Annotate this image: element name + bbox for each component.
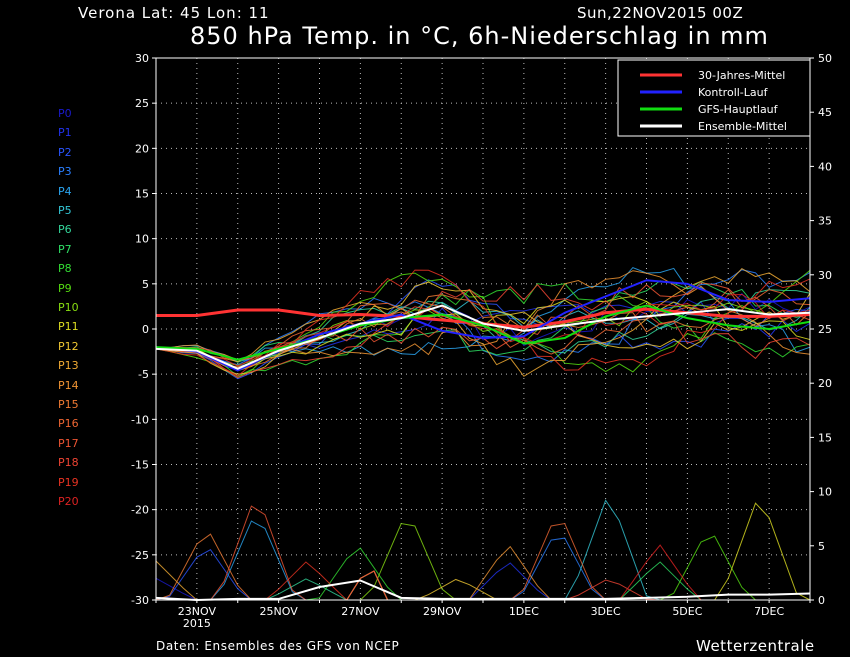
member-label-P16: P16 — [58, 417, 79, 431]
member-line-P15 — [155, 294, 811, 370]
y-right-tick-label: 50 — [818, 52, 832, 65]
chart-title: 850 hPa Temp. in °C, 6h-Niederschlag in … — [190, 22, 769, 50]
x-tick-label: 7DEC — [754, 605, 784, 618]
member-precip-P7 — [156, 561, 810, 601]
x-tick-label: 29NOV — [423, 605, 462, 618]
y-right-tick-label: 20 — [818, 377, 832, 390]
y-left-tick-label: 25 — [135, 97, 149, 110]
legend-label: GFS-Hauptlauf — [698, 103, 779, 116]
member-line-P4 — [155, 267, 811, 363]
location-label: Verona Lat: 45 Lon: 11 — [78, 4, 270, 22]
x-tick-label: 23NOV — [178, 605, 217, 618]
x-tick-label: 5DEC — [672, 605, 702, 618]
y-right-tick-label: 40 — [818, 160, 832, 173]
series-line-gfs-hauptlauf — [155, 304, 811, 361]
y-right-tick-label: 30 — [818, 269, 832, 282]
member-label-P13: P13 — [58, 359, 79, 373]
y-right-tick-label: 45 — [818, 106, 832, 119]
member-label-P10: P10 — [58, 301, 79, 314]
member-label-P15: P15 — [58, 398, 79, 411]
y-left-tick-label: -10 — [131, 413, 149, 426]
axes: 302520151050-5-10-15-20-25-3050454035302… — [131, 52, 832, 630]
member-label-P4: P4 — [58, 184, 72, 198]
member-label-P0: P0 — [58, 107, 72, 120]
member-precip-P15 — [155, 533, 810, 601]
member-label-P5: P5 — [58, 204, 72, 217]
member-precip-P19 — [156, 561, 810, 601]
y-left-tick-label: 15 — [135, 188, 149, 201]
y-right-tick-label: 5 — [818, 540, 825, 553]
member-label-P17: P17 — [58, 436, 79, 450]
data-source-label: Daten: Ensembles des GFS von NCEP — [156, 639, 400, 653]
x-tick-label: 1DEC — [509, 605, 539, 618]
y-left-tick-label: -30 — [131, 594, 149, 607]
member-precip-P3 — [156, 537, 810, 601]
y-right-tick-label: 0 — [818, 594, 825, 607]
y-right-tick-label: 35 — [818, 215, 832, 228]
member-label-P12: P12 — [58, 339, 79, 353]
member-label-P18: P18 — [58, 456, 79, 470]
member-label-P14: P14 — [58, 378, 79, 392]
member-label-P20: P20 — [58, 495, 79, 508]
member-label-P11: P11 — [58, 320, 79, 334]
legend: 30-Jahres-Mittel Kontroll-Lauf GFS-Hauptla… — [617, 59, 811, 137]
member-precip-P5 — [156, 499, 810, 601]
member-label-P8: P8 — [58, 262, 72, 276]
member-label-P2: P2 — [58, 145, 72, 159]
series-line-ensemble-mittel — [155, 304, 811, 370]
y-left-tick-label: -25 — [131, 549, 149, 562]
legend-label: 30-Jahres-Mittel — [698, 69, 785, 82]
member-label-P7: P7 — [58, 242, 72, 256]
legend-label: Kontroll-Lauf — [698, 86, 769, 99]
main-series-lines — [155, 279, 811, 602]
member-label-P6: P6 — [58, 223, 72, 237]
y-right-tick-label: 10 — [818, 486, 832, 499]
y-left-tick-label: 10 — [135, 233, 149, 246]
y-left-tick-label: 5 — [142, 278, 149, 291]
legend-label: Ensemble-Mittel — [698, 120, 787, 133]
member-label-P1: P1 — [58, 126, 72, 140]
y-left-tick-label: -15 — [131, 459, 149, 472]
y-right-tick-label: 25 — [818, 323, 832, 336]
x-tick-label: 25NOV — [260, 605, 299, 618]
x-year-label: 2015 — [183, 617, 211, 630]
x-tick-label: 27NOV — [341, 605, 380, 618]
y-left-tick-label: 0 — [142, 323, 149, 336]
y-left-tick-label: -20 — [131, 504, 149, 517]
series-line-ensemble-mittel-niederschlag — [155, 579, 811, 602]
member-label-P3: P3 — [58, 165, 72, 179]
brand-label: Wetterzentrale — [696, 637, 815, 655]
y-left-tick-label: 20 — [135, 142, 149, 155]
legend-box — [617, 59, 811, 137]
y-right-tick-label: 15 — [818, 431, 832, 444]
member-label-P19: P19 — [58, 475, 79, 489]
x-tick-label: 3DEC — [591, 605, 621, 618]
member-line-P12 — [155, 281, 811, 375]
member-line-P18 — [155, 283, 811, 379]
run-time-label: Sun,22NOV2015 00Z — [577, 4, 744, 22]
y-left-tick-label: -5 — [138, 368, 149, 381]
member-line-P13 — [155, 267, 811, 377]
y-left-tick-label: 30 — [135, 52, 149, 65]
member-label-P9: P9 — [58, 281, 72, 295]
member-line-P2 — [155, 279, 811, 380]
